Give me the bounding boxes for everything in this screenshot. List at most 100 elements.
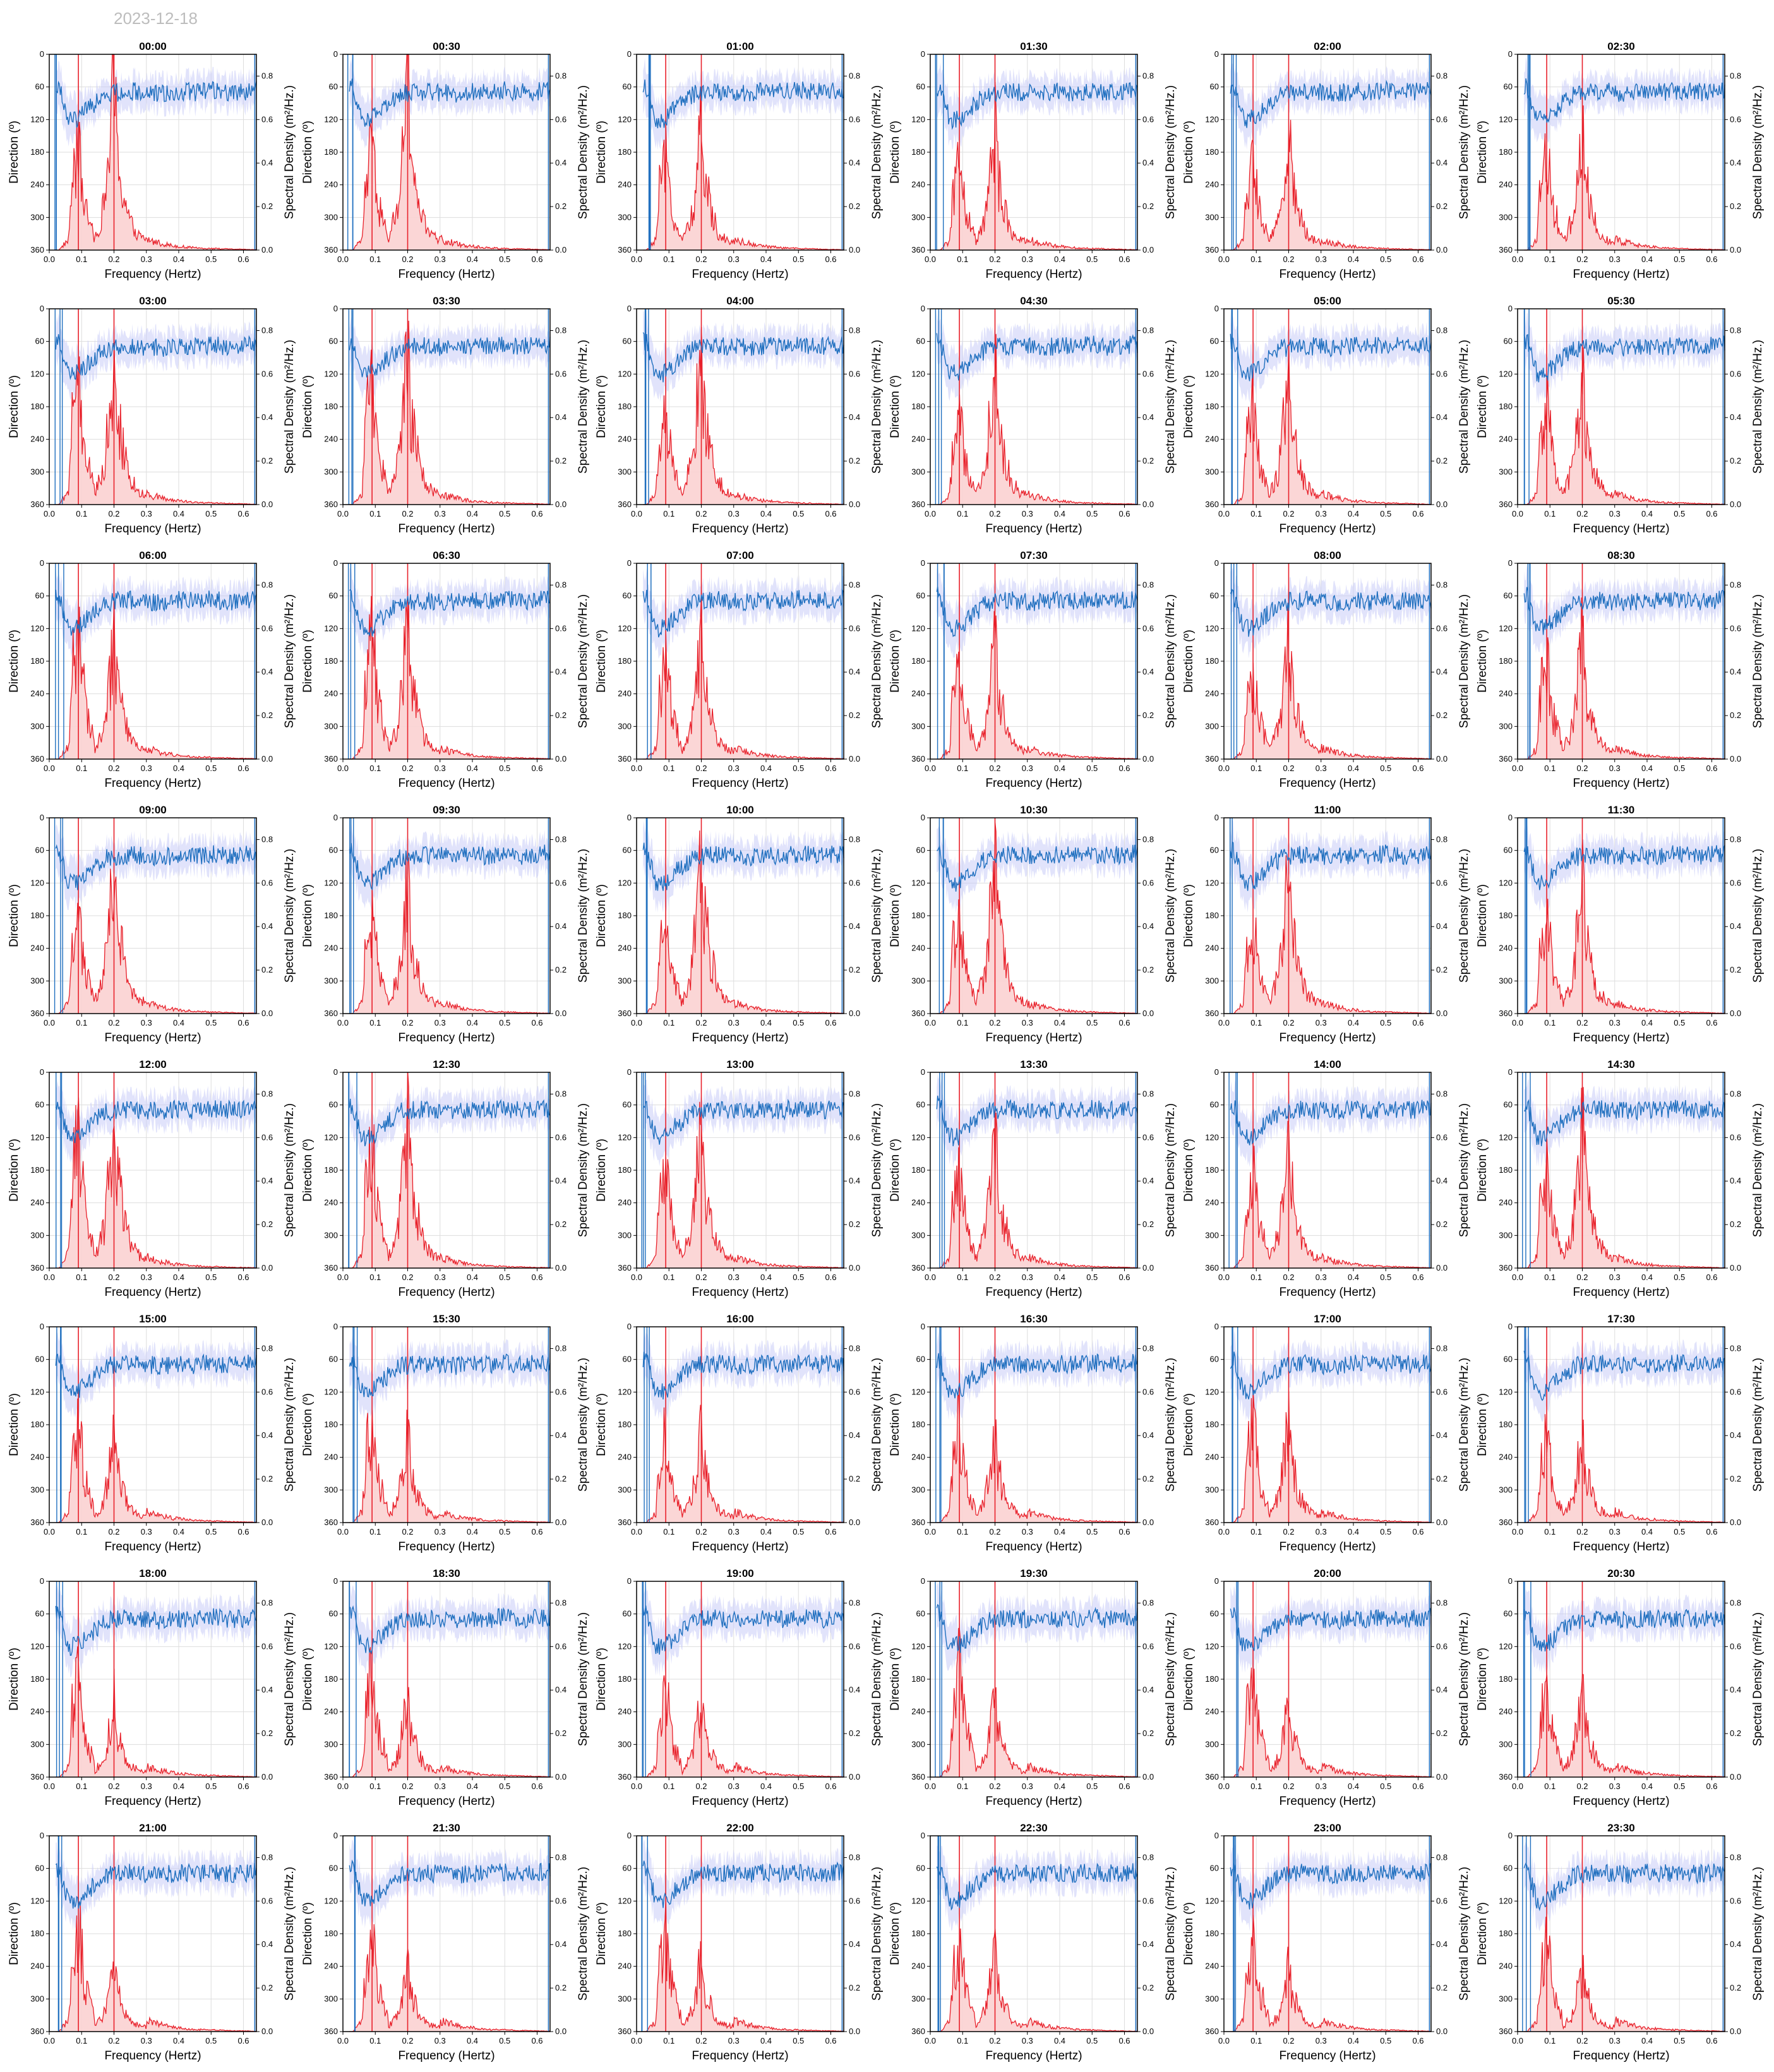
y-right-tick-label: 0.8 [1142,325,1154,335]
x-tick-label: 0.3 [1609,764,1621,773]
spectrum-panel: 13:30 0.0 0.1 0.2 0.3 0.4 0.5 0.6 0 60 120 180 240 30… [889,1058,1177,1299]
y-left-tick-label: 60 [1504,1609,1513,1619]
density-fill [1524,105,1725,250]
x-tick-label: 0.1 [76,1527,87,1536]
x-tick-label: 0.5 [1086,764,1098,773]
y-left-axis-label: Direction (º) [1182,1393,1196,1456]
y-right-tick-label: 0.0 [1730,2027,1741,2036]
y-right-tick-label: 0.6 [1436,369,1447,378]
y-right-tick-label: 0.4 [1436,158,1447,167]
x-tick-label: 0.6 [237,509,249,518]
y-left-tick-label: 360 [30,500,44,509]
x-tick-label: 0.3 [1609,1018,1621,1027]
y-left-tick-label: 240 [30,689,44,698]
y-left-tick-label: 60 [623,337,632,346]
y-left-axis-label: Direction (º) [1182,375,1196,438]
y-left-tick-label: 180 [911,1674,925,1684]
y-right-tick-label: 0.6 [1142,878,1154,887]
x-tick-label: 0.2 [989,1018,1000,1027]
density-line [1524,839,1725,1014]
density-line [1230,342,1432,505]
y-right-tick-label: 0.2 [849,965,860,974]
x-tick-label: 0.0 [337,764,349,773]
x-tick-label: 0.4 [1348,509,1359,518]
direction-line [642,1860,844,1908]
x-axis-label: Frequency (Hertz) [692,1286,788,1299]
y-right-tick-label: 0.2 [849,1983,860,1992]
direction-line [1523,587,1725,635]
y-right-tick-label: 0.6 [555,1641,566,1651]
density-fill [1524,597,1725,759]
y-left-tick-label: 360 [911,754,925,764]
x-tick-label: 0.3 [728,509,740,518]
y-right-tick-label: 0.8 [261,1343,273,1353]
x-tick-label: 0.5 [1086,1018,1098,1027]
y-left-axis-label: Direction (º) [1476,884,1489,947]
panel-title: 08:30 [1607,549,1634,561]
y-right-tick-label: 0.2 [1142,1474,1154,1483]
x-tick-label: 0.2 [108,1273,119,1282]
y-left-tick-label: 240 [618,1198,632,1207]
density-fill [643,830,844,1014]
direction-line [1523,333,1725,383]
density-fill [937,1395,1137,1523]
y-left-tick-label: 120 [911,114,925,124]
y-left-axis-label: Direction (º) [1182,1648,1196,1711]
y-left-tick-label: 240 [1205,1452,1219,1462]
y-left-axis-label: Direction (º) [8,121,21,184]
panel-title: 15:30 [433,1313,460,1325]
direction-line [349,589,551,637]
x-tick-label: 0.3 [141,764,152,773]
y-left-tick-label: 180 [1205,1674,1219,1684]
x-tick-label: 0.6 [1706,1527,1717,1536]
x-tick-label: 0.4 [1054,509,1065,518]
y-right-tick-label: 0.6 [1142,1132,1154,1142]
y-left-tick-label: 300 [324,976,338,985]
y-left-tick-label: 120 [324,1387,338,1396]
spectrum-panel: 13:00 0.0 0.1 0.2 0.3 0.4 0.5 0.6 0 60 120 180 240 30… [595,1058,884,1299]
spectrum-panel: 02:30 0.0 0.1 0.2 0.3 0.4 0.5 0.6 0 60 120 180 240 30… [1476,40,1765,281]
y-left-tick-label: 60 [329,1355,338,1364]
y-left-tick-label: 60 [916,1100,925,1110]
y-left-tick-label: 240 [911,1707,925,1716]
y-left-tick-label: 360 [30,2027,44,2036]
y-left-tick-label: 0 [333,1322,338,1331]
direction-spread-band [56,60,257,150]
x-tick-label: 0.4 [760,509,772,518]
y-right-tick-label: 0.6 [1730,114,1741,124]
x-axis-label: Frequency (Hertz) [1573,1031,1669,1045]
y-right-tick-label: 0.0 [1730,754,1741,764]
y-left-tick-label: 60 [1210,846,1219,855]
y-left-tick-label: 360 [1499,2027,1513,2036]
x-tick-label: 0.3 [728,1782,740,1791]
x-tick-label: 0.0 [44,2036,55,2045]
density-line [643,590,844,760]
y-right-tick-label: 0.0 [1436,500,1447,509]
x-tick-label: 0.3 [141,255,152,264]
direction-line [1230,1099,1432,1146]
panel-title: 01:30 [1020,40,1047,52]
y-left-tick-label: 0 [627,1831,632,1840]
density-line [56,1398,256,1523]
x-tick-label: 0.5 [205,509,217,518]
y-left-tick-label: 300 [30,1230,44,1240]
x-axis-label: Frequency (Hertz) [985,522,1082,536]
y-left-tick-label: 180 [1499,911,1513,920]
x-tick-label: 0.1 [76,1782,87,1791]
y-right-axis-label: Spectral Density (m²/Hz.) [1751,849,1765,983]
y-right-axis-label: Spectral Density (m²/Hz.) [283,849,296,983]
direction-line [1230,1607,1432,1651]
y-left-tick-label: 300 [30,1739,44,1749]
y-right-tick-label: 0.8 [1436,580,1447,589]
direction-spread-band [937,824,1137,914]
x-axis-label: Frequency (Hertz) [1573,1540,1669,1554]
x-tick-label: 0.4 [1641,764,1653,773]
y-left-tick-label: 300 [911,721,925,731]
y-right-tick-label: 0.0 [261,245,273,255]
density-line [937,81,1138,251]
y-right-axis-label: Spectral Density (m²/Hz.) [1458,85,1471,219]
y-right-tick-label: 0.8 [849,1343,860,1353]
y-right-tick-label: 0.8 [1436,1089,1447,1098]
y-left-tick-label: 60 [1504,1864,1513,1873]
y-right-tick-label: 0.8 [1142,1343,1154,1353]
